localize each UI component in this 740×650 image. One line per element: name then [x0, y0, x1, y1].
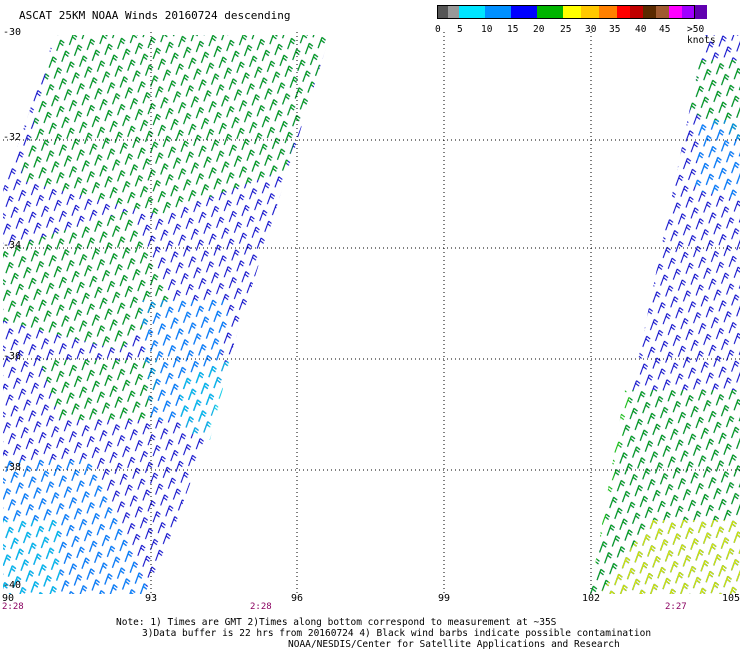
legend-swatch: [485, 5, 511, 19]
lon-label: 105: [722, 593, 740, 604]
lon-label: 102: [582, 593, 601, 604]
legend-label: >50 knots: [687, 24, 716, 46]
lat-label: -34: [3, 240, 22, 251]
legend-swatch: [630, 5, 643, 19]
legend-label: 25: [560, 24, 572, 35]
legend-label: 15: [507, 24, 519, 35]
legend-swatch: [695, 5, 707, 19]
legend-swatch: [511, 5, 537, 19]
legend-label: 20: [533, 24, 545, 35]
legend-swatch: [643, 5, 656, 19]
lon-label: 90: [2, 593, 15, 604]
time-label: 2:28: [250, 602, 272, 612]
legend-swatch: [656, 5, 669, 19]
legend-swatch: [537, 5, 563, 19]
lat-label: -38: [3, 462, 22, 473]
legend-swatch: [682, 5, 695, 19]
time-label: 2:27: [665, 602, 687, 612]
wind-barbs: [3, 35, 740, 594]
legend-label: 5: [457, 24, 463, 35]
legend-label: 0: [435, 24, 441, 35]
legend-swatch: [599, 5, 617, 19]
legend-swatch: [581, 5, 599, 19]
time-label: 2:28: [2, 602, 24, 612]
note-line-3: NOAA/NESDIS/Center for Satellite Applica…: [288, 639, 620, 650]
legend-label: 40: [635, 24, 647, 35]
lon-label: 93: [145, 593, 158, 604]
lat-label: -36: [3, 351, 22, 362]
lat-label: -32: [3, 132, 22, 143]
map-title: ASCAT 25KM NOAA Winds 20160724 descendin…: [19, 9, 291, 22]
legend-swatch: [448, 5, 459, 19]
legend-label: 45: [659, 24, 671, 35]
legend-swatch: [617, 5, 630, 19]
lon-label: 99: [438, 593, 451, 604]
legend-swatch: [437, 5, 448, 19]
legend-swatch: [669, 5, 682, 19]
note-line-2: 3)Data buffer is 22 hrs from 20160724 4)…: [142, 628, 652, 639]
lon-label: 96: [291, 593, 304, 604]
legend-label: 35: [609, 24, 621, 35]
legend-swatch: [563, 5, 581, 19]
legend-swatch: [459, 5, 485, 19]
lat-label: -40: [3, 580, 22, 591]
map-grid: [3, 32, 740, 594]
legend-label: 10: [481, 24, 493, 35]
legend-label: 30: [585, 24, 597, 35]
lat-label: -30: [3, 27, 22, 38]
note-line-1: Note: 1) Times are GMT 2)Times along bot…: [116, 617, 557, 628]
